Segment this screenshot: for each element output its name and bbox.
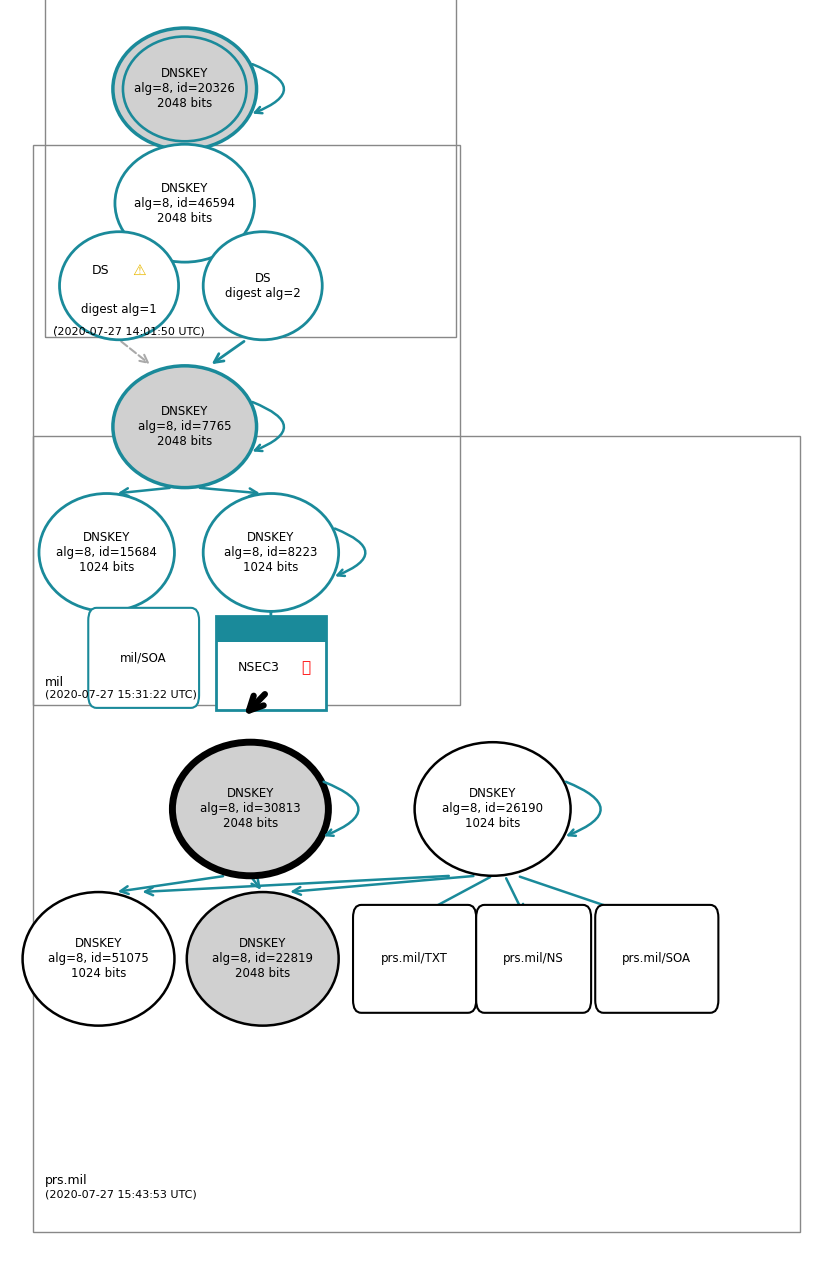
Ellipse shape xyxy=(204,494,339,611)
Text: (2020-07-27 15:31:22 UTC): (2020-07-27 15:31:22 UTC) xyxy=(45,690,197,700)
Ellipse shape xyxy=(115,145,255,262)
FancyBboxPatch shape xyxy=(595,906,718,1012)
Ellipse shape xyxy=(172,742,328,876)
Bar xyxy=(216,616,327,710)
Text: DNSKEY
alg=8, id=46594
2048 bits: DNSKEY alg=8, id=46594 2048 bits xyxy=(134,182,236,225)
Ellipse shape xyxy=(415,742,571,876)
Text: DNSKEY
alg=8, id=51075
1024 bits: DNSKEY alg=8, id=51075 1024 bits xyxy=(48,937,149,980)
Text: DNSKEY
alg=8, id=22819
2048 bits: DNSKEY alg=8, id=22819 2048 bits xyxy=(212,937,314,980)
Ellipse shape xyxy=(187,892,338,1026)
FancyBboxPatch shape xyxy=(89,608,200,707)
Text: prs.mil/SOA: prs.mil/SOA xyxy=(622,952,691,965)
Text: (2020-07-27 14:01:50 UTC): (2020-07-27 14:01:50 UTC) xyxy=(53,326,205,337)
Bar xyxy=(33,145,460,705)
Text: mil: mil xyxy=(45,676,64,688)
Ellipse shape xyxy=(59,231,178,340)
Text: ⚠: ⚠ xyxy=(132,263,145,278)
Text: prs.mil: prs.mil xyxy=(45,1173,88,1186)
FancyBboxPatch shape xyxy=(353,906,476,1012)
Text: digest alg=1: digest alg=1 xyxy=(81,302,157,316)
Text: DNSKEY
alg=8, id=15684
1024 bits: DNSKEY alg=8, id=15684 1024 bits xyxy=(57,531,157,574)
Bar xyxy=(216,616,327,643)
Text: DNSKEY
alg=8, id=26190
1024 bits: DNSKEY alg=8, id=26190 1024 bits xyxy=(442,787,544,831)
Bar xyxy=(33,437,800,1232)
Ellipse shape xyxy=(113,366,256,488)
Text: DNSKEY
alg=8, id=7765
2048 bits: DNSKEY alg=8, id=7765 2048 bits xyxy=(138,405,232,448)
Text: DNSKEY
alg=8, id=30813
2048 bits: DNSKEY alg=8, id=30813 2048 bits xyxy=(200,787,300,831)
Text: 🔺: 🔺 xyxy=(300,660,310,676)
Ellipse shape xyxy=(23,892,175,1026)
Text: prs.mil/NS: prs.mil/NS xyxy=(503,952,564,965)
FancyBboxPatch shape xyxy=(476,906,591,1012)
Text: DNSKEY
alg=8, id=8223
1024 bits: DNSKEY alg=8, id=8223 1024 bits xyxy=(224,531,318,574)
Text: mil/SOA: mil/SOA xyxy=(121,652,167,664)
Text: NSEC3: NSEC3 xyxy=(237,662,280,674)
Ellipse shape xyxy=(39,494,175,611)
Text: prs.mil/TXT: prs.mil/TXT xyxy=(381,952,448,965)
Text: DNSKEY
alg=8, id=20326
2048 bits: DNSKEY alg=8, id=20326 2048 bits xyxy=(135,67,235,110)
Ellipse shape xyxy=(203,231,322,340)
Ellipse shape xyxy=(113,28,256,150)
Text: .: . xyxy=(53,316,57,330)
Bar xyxy=(45,0,456,337)
Text: (2020-07-27 15:43:53 UTC): (2020-07-27 15:43:53 UTC) xyxy=(45,1190,197,1200)
Text: DS: DS xyxy=(92,264,110,277)
Text: DS
digest alg=2: DS digest alg=2 xyxy=(225,272,300,300)
